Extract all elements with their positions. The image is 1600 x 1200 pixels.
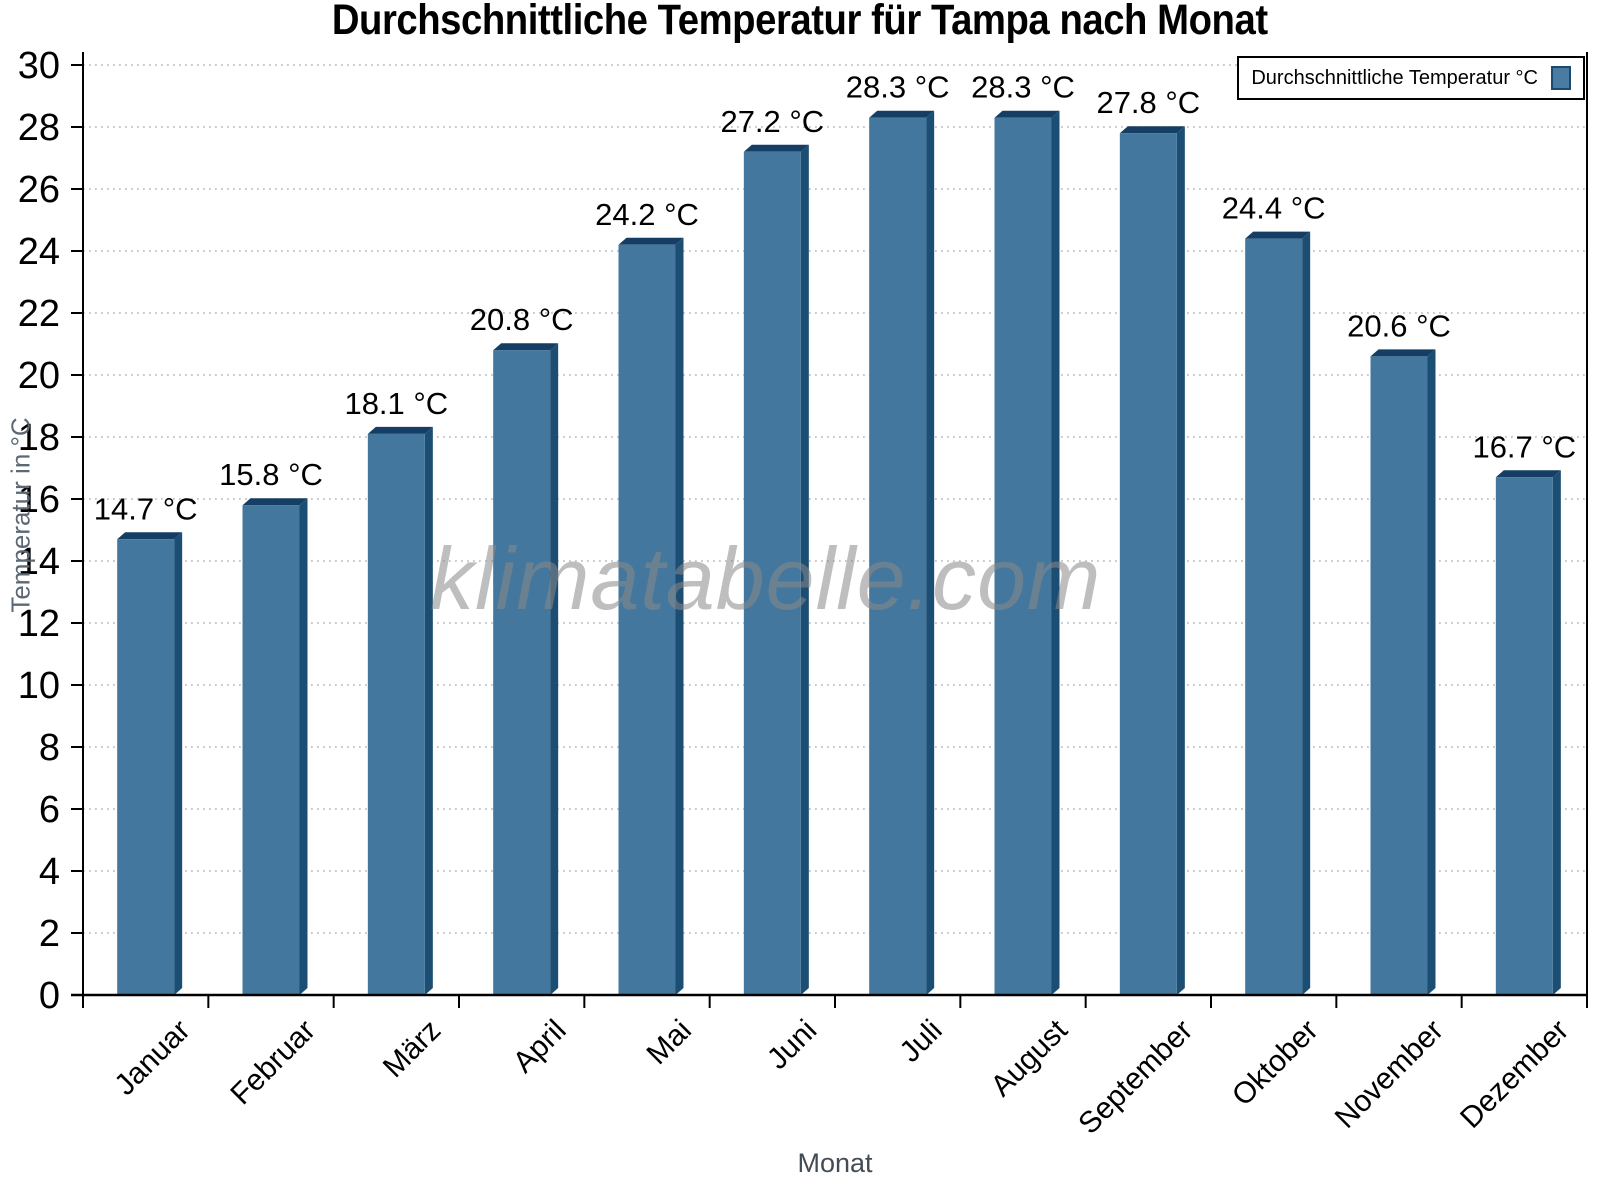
bar-side-face — [424, 426, 433, 995]
bar-side-face — [550, 343, 559, 995]
bar-group-11: 20.6 °C — [1347, 308, 1451, 995]
page-title: Durchschnittliche Temperatur für Tampa n… — [0, 0, 1600, 45]
bar-group-1: 14.7 °C — [94, 491, 198, 995]
bar-group-9: 27.8 °C — [1096, 85, 1200, 995]
y-tick-label-4: 4 — [39, 851, 60, 893]
y-tick-label-20: 20 — [18, 355, 60, 397]
y-tick-label-26: 26 — [18, 169, 60, 211]
bar-top-face — [1119, 126, 1185, 134]
bar-value-label-12: 16.7 °C — [1472, 429, 1576, 464]
legend-swatch-icon — [1551, 66, 1571, 90]
x-axis-title: Monat — [797, 1148, 873, 1178]
y-axis-title: Temperatur in °C — [5, 417, 36, 613]
bar-value-label-7: 28.3 °C — [846, 70, 950, 105]
month-label-12: Dezember — [1454, 1014, 1575, 1135]
bar-value-label-10: 24.4 °C — [1222, 191, 1326, 226]
bar-value-label-9: 27.8 °C — [1096, 85, 1200, 120]
y-tick-label-16: 16 — [18, 479, 60, 521]
bar-front-face — [869, 117, 927, 995]
y-tick-label-0: 0 — [39, 975, 60, 1017]
month-label-10: Oktober — [1226, 1014, 1325, 1113]
bar-value-label-1: 14.7 °C — [94, 491, 198, 526]
bar-top-face — [743, 144, 809, 152]
y-tick-label-24: 24 — [18, 231, 60, 273]
y-tick-label-12: 12 — [18, 603, 60, 645]
bar-group-2: 15.8 °C — [219, 457, 323, 995]
month-label-1: Januar — [108, 1014, 196, 1102]
bar-top-face — [869, 110, 935, 118]
bar-top-face — [1495, 470, 1561, 478]
bar-group-3: 18.1 °C — [344, 386, 448, 995]
bar-front-face — [1119, 133, 1177, 995]
bar-group-8: 28.3 °C — [971, 70, 1075, 995]
bar-group-6: 27.2 °C — [720, 104, 824, 996]
month-label-4: April — [507, 1014, 573, 1080]
bar-top-face — [1245, 231, 1311, 239]
legend-label: Durchschnittliche Temperatur °C — [1251, 66, 1538, 89]
y-tick-label-30: 30 — [18, 45, 60, 87]
bar-side-face — [1051, 110, 1060, 995]
bar-group-4: 20.8 °C — [470, 302, 574, 995]
y-tick-label-14: 14 — [18, 541, 60, 583]
bar-value-label-6: 27.2 °C — [720, 104, 824, 139]
month-label-6: Juni — [761, 1014, 823, 1076]
bar-front-face — [1245, 238, 1303, 996]
bar-group-5: 24.2 °C — [595, 197, 699, 996]
bar-group-10: 24.4 °C — [1222, 191, 1326, 996]
month-label-2: Februar — [224, 1014, 322, 1112]
y-tick-label-10: 10 — [18, 665, 60, 707]
bar-front-face — [242, 505, 300, 995]
bar-value-label-5: 24.2 °C — [595, 197, 699, 232]
bar-top-face — [367, 426, 433, 434]
month-label-7: Juli — [893, 1014, 948, 1069]
bar-side-face — [1427, 349, 1436, 995]
bar-value-label-11: 20.6 °C — [1347, 308, 1451, 343]
bar-top-face — [117, 532, 183, 540]
month-label-9: September — [1072, 1014, 1199, 1141]
bar-value-label-2: 15.8 °C — [219, 457, 323, 492]
bar-top-face — [242, 498, 308, 506]
bar-side-face — [926, 110, 935, 995]
bar-front-face — [743, 151, 801, 996]
legend-box: Durchschnittliche Temperatur °C — [1237, 56, 1585, 100]
y-tick-label-18: 18 — [18, 417, 60, 459]
bar-top-face — [994, 110, 1060, 118]
bar-value-label-8: 28.3 °C — [971, 70, 1075, 105]
bar-side-face — [1552, 470, 1561, 995]
bar-front-face — [1370, 356, 1428, 995]
month-label-11: November — [1329, 1014, 1450, 1135]
month-label-8: August — [985, 1013, 1075, 1103]
bar-side-face — [675, 237, 684, 996]
bar-side-face — [299, 498, 308, 995]
bar-group-12: 16.7 °C — [1472, 429, 1576, 995]
y-tick-label-28: 28 — [18, 107, 60, 149]
bar-front-face — [117, 539, 175, 995]
bar-top-face — [1370, 349, 1436, 357]
bar-top-face — [618, 237, 684, 245]
bar-side-face — [174, 532, 183, 995]
bar-value-label-3: 18.1 °C — [344, 386, 448, 421]
bar-front-face — [1495, 477, 1553, 995]
bar-group-7: 28.3 °C — [846, 70, 950, 995]
bar-front-face — [994, 117, 1052, 995]
y-tick-label-22: 22 — [18, 293, 60, 335]
y-tick-label-8: 8 — [39, 727, 60, 769]
month-label-5: Mai — [640, 1014, 698, 1072]
bar-side-face — [1302, 231, 1311, 996]
month-label-3: März — [377, 1014, 447, 1084]
bar-side-face — [1176, 126, 1185, 995]
bar-top-face — [493, 343, 559, 351]
bar-value-label-4: 20.8 °C — [470, 302, 574, 337]
page-title-text: Durchschnittliche Temperatur für Tampa n… — [332, 0, 1268, 44]
bar-front-face — [618, 244, 676, 996]
bar-side-face — [800, 144, 809, 996]
bar-front-face — [367, 433, 425, 995]
y-tick-label-2: 2 — [39, 913, 60, 955]
y-tick-label-6: 6 — [39, 789, 60, 831]
bar-front-face — [493, 350, 551, 995]
